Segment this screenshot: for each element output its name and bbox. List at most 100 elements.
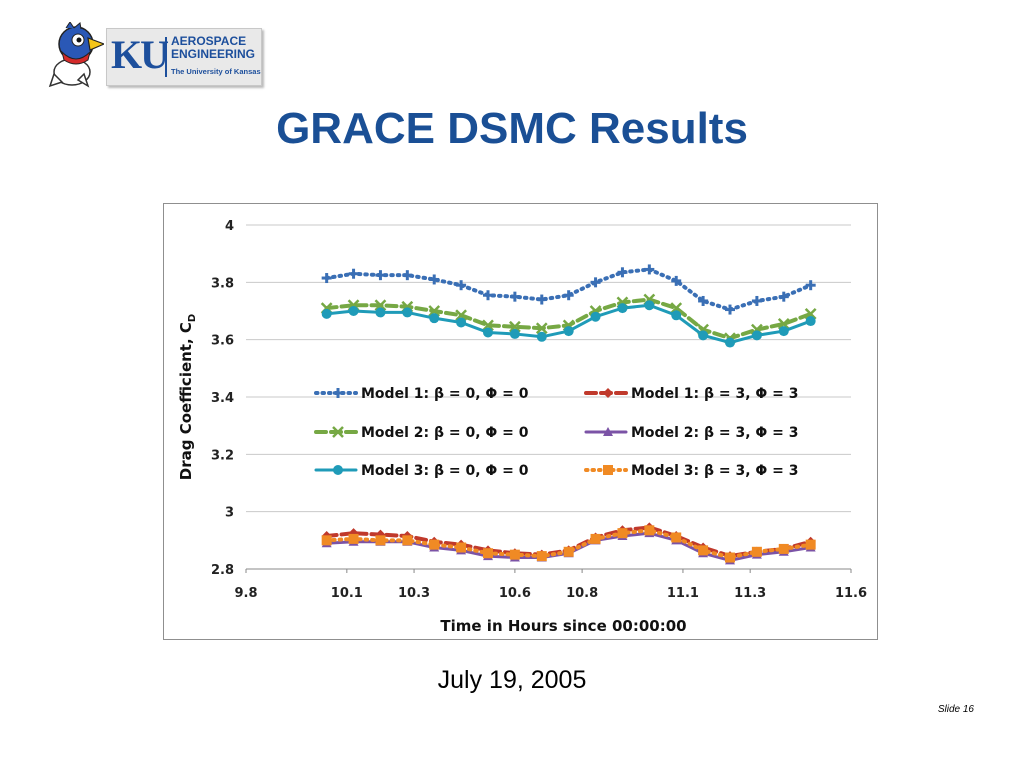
series-5-point — [617, 303, 628, 314]
series-3-point — [428, 305, 441, 317]
x-tick-label: 10.3 — [398, 586, 430, 601]
series-6-point — [590, 533, 601, 544]
ku-divider — [165, 37, 167, 77]
y-tick-label: 3 — [225, 506, 234, 521]
series-3-point — [374, 299, 387, 312]
series-6-point — [778, 543, 789, 554]
legend-label-2: Model 1: β = 3, Φ = 3 — [631, 386, 799, 402]
series-1-point — [590, 277, 601, 288]
department-name: AEROSPACE ENGINEERING — [171, 34, 256, 61]
series-3-point — [804, 307, 817, 320]
series-6-point — [805, 539, 816, 550]
series-1-point — [321, 273, 332, 284]
ku-aerospace-logo: KU AEROSPACE ENGINEERING The University … — [48, 22, 264, 88]
series-3-point — [670, 302, 683, 315]
series-1-point — [375, 270, 386, 281]
y-axis-title: Drag Coefficient, CD — [177, 314, 198, 480]
series-3-point-b — [509, 320, 521, 333]
series-1-point — [617, 267, 628, 278]
series-1-point — [751, 295, 762, 306]
x-tick-label: 10.8 — [566, 586, 598, 601]
series-6-point — [402, 535, 413, 546]
series-6-point — [563, 546, 574, 557]
series-6-point — [348, 533, 359, 544]
series-1-point — [725, 304, 735, 315]
series-5-point — [348, 306, 359, 316]
series-3-point-b — [804, 307, 817, 320]
series-5-point — [563, 326, 574, 337]
series-5-point — [644, 300, 655, 311]
legend-label-4: Model 2: β = 3, Φ = 3 — [631, 425, 799, 441]
series-6-point — [671, 532, 682, 543]
series-3-point-b — [455, 309, 467, 322]
ku-wordmark: KU AEROSPACE ENGINEERING The University … — [106, 28, 262, 86]
y-tick-label: 3.2 — [211, 448, 234, 463]
x-tick-label: 10.1 — [331, 586, 363, 601]
series-1-point — [698, 295, 709, 306]
ku-letters: KU — [111, 32, 169, 77]
series-3-point-b — [374, 299, 387, 312]
series-1-point — [429, 274, 440, 285]
series-3-point — [777, 318, 790, 330]
series-1-point — [563, 290, 574, 301]
series-6-point — [617, 528, 628, 539]
legend-marker-5 — [333, 465, 343, 475]
series-5-point — [375, 307, 386, 318]
series-5-point — [778, 326, 789, 337]
series-1-point — [671, 275, 682, 286]
y-tick-label: 3.8 — [211, 276, 234, 291]
series-3-point-b — [777, 318, 790, 330]
jayhawk-mascot-icon — [48, 22, 104, 88]
series-3-point — [455, 309, 467, 322]
series-3-point — [535, 322, 548, 335]
slide-number: Slide 16 — [937, 704, 974, 715]
x-axis-title: Time in Hours since 00:00:00 — [440, 617, 686, 635]
series-5-point — [402, 307, 413, 318]
series-3-point-b — [670, 302, 683, 315]
slide-title: GRACE DSMC Results — [276, 104, 748, 153]
series-6-point — [483, 548, 493, 559]
legend-marker-4 — [603, 427, 613, 436]
legend-label-6: Model 3: β = 3, Φ = 3 — [631, 463, 799, 479]
series-1-point — [644, 264, 655, 275]
series-6-point — [644, 525, 655, 536]
series-5-point — [509, 328, 520, 339]
series-6-point — [725, 552, 735, 563]
legend-label-3: Model 2: β = 0, Φ = 0 — [361, 425, 529, 441]
series-5-point — [590, 311, 601, 322]
series-5-point — [751, 330, 762, 341]
series-5-point — [321, 308, 332, 319]
series-5-point — [456, 317, 467, 328]
legend-label-5: Model 3: β = 0, Φ = 0 — [361, 463, 529, 479]
series-5-point — [483, 327, 493, 338]
university-name: The University of Kansas — [171, 67, 261, 76]
y-tick-label: 4 — [225, 219, 234, 234]
series-5-point — [698, 330, 709, 341]
series-1-point — [483, 290, 493, 301]
series-6-point — [509, 549, 520, 560]
series-1-point — [805, 280, 816, 291]
slide-caption: July 19, 2005 — [437, 666, 587, 694]
series-6-point — [536, 551, 547, 562]
x-tick-label: 11.1 — [667, 586, 699, 601]
series-3-point — [482, 319, 494, 332]
legend-marker-2 — [603, 388, 613, 398]
series-1-point — [348, 268, 359, 279]
series-5-point — [725, 337, 735, 348]
y-axis-title-subscript: D — [187, 314, 198, 322]
legend-marker-1 — [333, 388, 343, 398]
series-3-point-b — [535, 322, 548, 335]
legend-label-1: Model 1: β = 0, Φ = 0 — [361, 386, 529, 402]
x-tick-label: 10.6 — [499, 586, 531, 601]
series-1-point — [456, 280, 467, 291]
series-1-point — [536, 294, 547, 305]
series-5-point — [805, 316, 816, 327]
chart-svg: 2.8 3 3.2 3.4 3.6 3.8 4 9.8 10.1 10.3 10.6 10.8 11.1… — [177, 219, 867, 635]
legend-marker-6 — [603, 465, 613, 475]
drag-coefficient-chart: 2.8 3 3.2 3.4 3.6 3.8 4 9.8 10.1 10.3 10.6 10.8 11.1… — [163, 203, 878, 640]
series-line-1 — [324, 267, 813, 312]
series-5-point — [429, 313, 440, 324]
series-6-point — [456, 542, 467, 553]
series-1-point — [402, 270, 413, 281]
series-1-point — [778, 291, 789, 302]
